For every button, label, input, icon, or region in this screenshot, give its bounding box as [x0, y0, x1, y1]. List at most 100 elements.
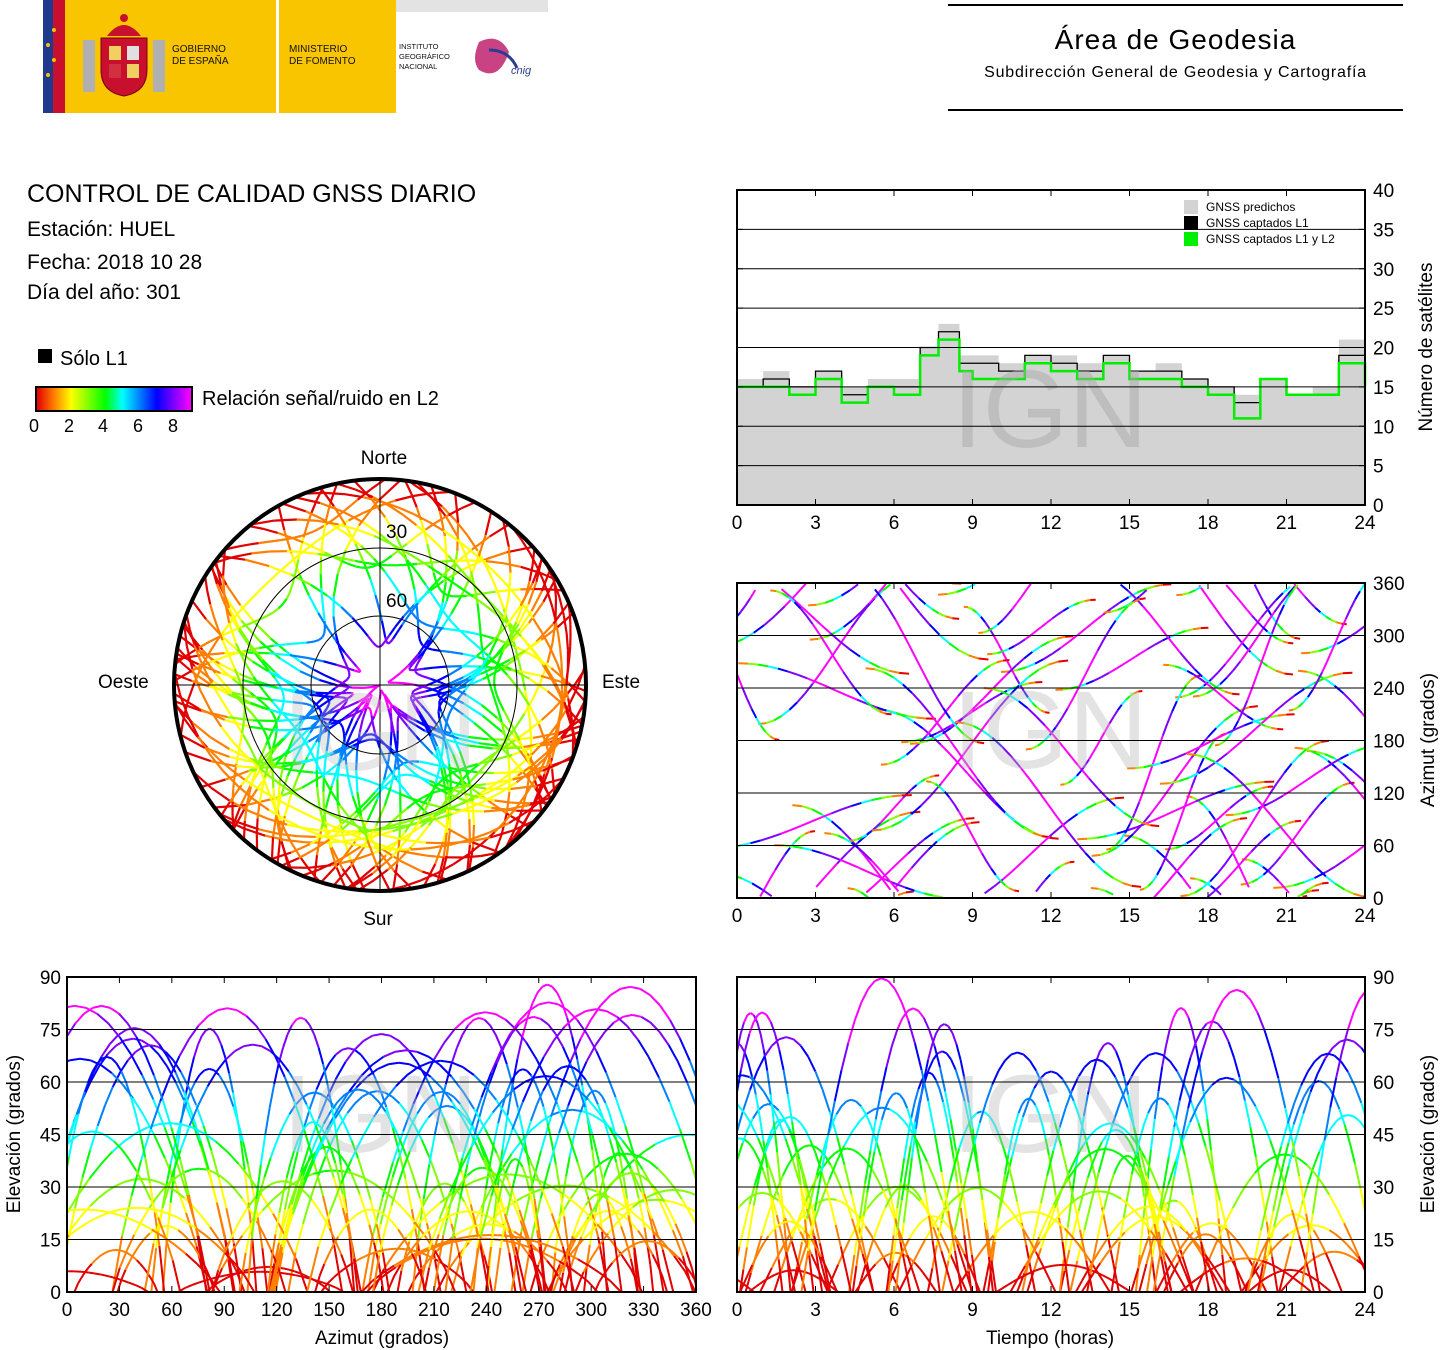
azimuth-track-segment — [999, 672, 1009, 683]
elevation-azimuth-segment — [595, 1193, 599, 1197]
elevation-azimuth-segment — [573, 1230, 581, 1239]
elevation-azimuth-segment — [38, 1215, 49, 1219]
azimuth-track-segment — [1002, 659, 1010, 662]
elevation-azimuth-segment — [316, 1207, 325, 1219]
elevation-azimuth-segment — [528, 1190, 534, 1203]
skyplot-track-segment — [426, 543, 431, 556]
azimuth-track-segment — [1276, 623, 1284, 631]
elevation-azimuth-segment — [280, 1209, 294, 1245]
skyplot-track-segment — [256, 696, 271, 701]
elevation-time-segment — [1400, 1224, 1406, 1246]
skyplot-track-segment — [324, 491, 344, 496]
skyplot-track-segment — [415, 528, 427, 538]
skyplot-track-segment — [420, 704, 430, 715]
elevation-azimuth-segment — [681, 1256, 694, 1292]
azimuth-track-segment — [1419, 890, 1428, 897]
azimuth-track-segment — [784, 594, 797, 607]
elevation-azimuth-segment — [558, 1272, 565, 1292]
skyplot-track-segment — [397, 714, 401, 719]
elevation-time-segment — [1010, 1135, 1019, 1158]
azimuth-track-segment — [1102, 628, 1111, 641]
skyplot-track-segment — [458, 751, 467, 768]
azimuth-track-segment — [1060, 640, 1070, 649]
azimuth-track-segment — [809, 637, 819, 641]
skyplot-track-segment — [522, 604, 534, 620]
elevation-azimuth-segment — [546, 983, 553, 988]
azimuth-track-segment — [1344, 851, 1357, 861]
elevation-azimuth-segment — [291, 1185, 305, 1215]
skyplot-track-segment — [389, 769, 396, 788]
azimuth-track-segment — [1234, 706, 1242, 713]
elevation-azimuth-segment — [505, 1186, 514, 1216]
elevation-azimuth-segment — [243, 1169, 250, 1203]
skyplot-track-segment — [454, 548, 473, 565]
skyplot-track-segment — [325, 741, 330, 752]
skyplot-track-segment — [251, 762, 266, 784]
count-watermark: IGN — [952, 348, 1148, 471]
azimuth-track-segment — [1114, 805, 1125, 814]
skyplot-track-segment — [478, 617, 482, 631]
skyplot-track-segment — [334, 679, 343, 685]
elevation-time-segment — [1110, 1128, 1117, 1133]
azimuth-track-segment — [940, 822, 950, 829]
elevation-azimuth-segment — [158, 1245, 166, 1292]
elevation-azimuth-segment — [461, 1090, 475, 1110]
elevation-azimuth-segment — [391, 1156, 400, 1178]
elevation-azimuth-segment — [453, 1271, 462, 1279]
skyplot-track-segment — [286, 550, 303, 554]
skyplot-track-segment — [241, 543, 251, 547]
skyplot-track-segment — [344, 751, 348, 765]
skyplot-track-segment — [466, 636, 477, 646]
skyplot-track-segment — [501, 642, 508, 653]
azimuth-track-segment — [936, 728, 945, 735]
azimuth-track-segment — [1206, 688, 1214, 695]
elevation-azimuth-segment — [344, 1125, 353, 1142]
skyplot-track-segment — [436, 692, 440, 696]
skyplot-track-segment — [489, 829, 514, 839]
elevation-azimuth-segment — [139, 1263, 145, 1269]
skyplot-track-segment — [247, 590, 260, 603]
skyplot-track-segment — [532, 681, 542, 699]
elevation-azimuth-segment — [541, 1265, 546, 1292]
azimuth-track-segment — [975, 611, 982, 618]
azimuth-track-segment — [1095, 799, 1106, 805]
elevation-time-segment — [804, 1186, 810, 1206]
azimuth-track-segment — [1267, 870, 1274, 877]
elevation-azimuth-segment — [567, 1009, 579, 1021]
skyplot-track-segment — [551, 769, 556, 795]
elevation-azimuth-segment — [11, 1238, 18, 1261]
elevation-azimuth-segment — [232, 1106, 240, 1124]
snr-tick-labels: 0 2 4 6 8 — [29, 416, 199, 438]
azimuth-track-segment — [1123, 657, 1133, 665]
azimuth-track-segment — [939, 771, 952, 785]
skyplot-track-segment — [340, 606, 354, 619]
azimuth-track-segment — [1185, 628, 1194, 633]
skyplot-track-segment — [412, 692, 419, 696]
elevation-azimuth-segment — [444, 1182, 449, 1186]
azimuth-track-segment — [1246, 641, 1255, 653]
elevation-azimuth-segment — [383, 1050, 396, 1058]
elevation-azimuth-segment — [409, 1063, 421, 1070]
azimuth-track-segment — [906, 714, 917, 719]
elevation-azimuth-segment — [388, 1217, 395, 1225]
azimuth-track-segment — [1160, 857, 1167, 868]
skyplot-track-segment — [253, 760, 277, 765]
skyplot-track-segment — [369, 578, 377, 596]
skyplot-track-segment — [408, 720, 426, 732]
elevation-azimuth-segment — [21, 1276, 31, 1293]
elevation-azimuth-segment — [67, 1004, 75, 1009]
skyplot-track-segment — [213, 556, 234, 564]
elevation-azimuth-segment — [117, 1207, 128, 1211]
x-tick-label: 0 — [732, 906, 743, 927]
azimuth-track-segment — [1192, 627, 1201, 631]
azimuth-track-segment — [713, 872, 723, 873]
skyplot-track-segment — [387, 641, 391, 645]
azimuth-track-segment — [1001, 614, 1008, 622]
skyplot-track-segment — [286, 758, 297, 777]
azimuth-track-segment — [799, 607, 808, 617]
azimuth-track-segment — [1051, 647, 1062, 655]
elevation-azimuth-segment — [622, 1013, 633, 1018]
elevation-azimuth-segment — [629, 1258, 635, 1274]
azimuth-track-segment — [750, 839, 761, 845]
azimuth-track-segment — [1112, 709, 1119, 718]
